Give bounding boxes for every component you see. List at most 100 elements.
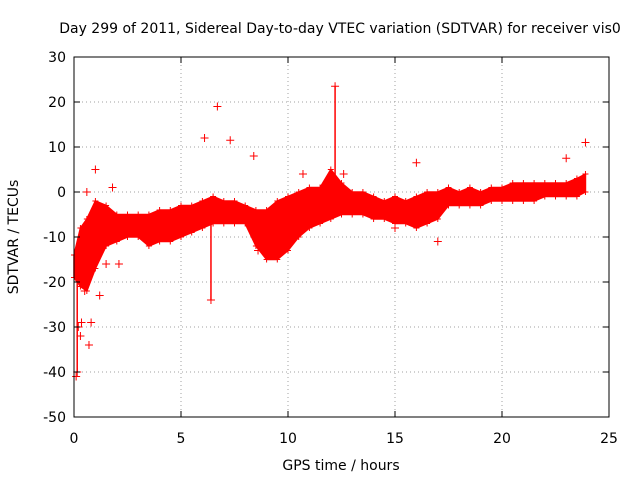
data-point: [434, 216, 441, 222]
data-point: [188, 202, 195, 209]
data-point: [210, 193, 217, 200]
data-point: [466, 184, 473, 191]
data-point: [541, 180, 548, 186]
data-point: [499, 184, 505, 191]
data-point: [199, 198, 206, 204]
data-point: [295, 234, 302, 240]
data-point: [167, 207, 174, 213]
data-point: [456, 202, 463, 209]
data-point: [573, 193, 580, 200]
data-point: [124, 234, 131, 240]
data-point: [231, 198, 238, 204]
data-point: [108, 183, 117, 192]
data-point: [77, 225, 84, 231]
chart-title: Day 299 of 2011, Sidereal Day-to-day VTE…: [59, 21, 621, 37]
y-tick-label: -20: [43, 275, 66, 291]
data-point: [402, 198, 409, 204]
data-point: [252, 207, 259, 213]
data-point: [220, 220, 227, 227]
data-point: [231, 220, 238, 227]
y-tick-label: -30: [43, 320, 66, 336]
data-point: [306, 184, 313, 191]
data-point: [178, 202, 184, 209]
data-point: [582, 171, 589, 177]
data-point: [76, 332, 85, 340]
data-point: [466, 202, 473, 209]
data-band: [73, 168, 587, 292]
data-point: [102, 260, 111, 268]
data-point: [92, 198, 99, 204]
data-point: [156, 207, 163, 213]
data-point: [114, 260, 123, 268]
data-point: [424, 189, 431, 195]
data-point: [509, 180, 516, 186]
data-point: [213, 102, 222, 111]
data-point: [581, 138, 590, 147]
data-point: [167, 238, 174, 245]
data-point: [249, 152, 258, 160]
data-point: [552, 180, 559, 186]
data-point: [263, 256, 270, 263]
data-point: [445, 202, 452, 209]
data-point: [445, 184, 452, 191]
data-point: [391, 224, 399, 232]
data-point: [91, 165, 100, 174]
data-point: [200, 134, 209, 142]
data-point: [95, 291, 104, 300]
data-point: [135, 234, 142, 240]
data-point: [349, 189, 356, 195]
data-point: [145, 211, 152, 218]
data-point: [370, 216, 377, 222]
data-point: [242, 220, 249, 227]
data-point: [103, 243, 110, 249]
y-tick-label: -50: [43, 410, 66, 426]
data-point: [541, 193, 548, 200]
data-point: [531, 180, 538, 186]
data-point: [563, 180, 570, 186]
data-point: [92, 265, 99, 272]
data-point: [424, 220, 431, 227]
data-point: [82, 188, 91, 196]
data-point: [242, 202, 249, 209]
data-point: [254, 246, 263, 255]
data-point: [412, 158, 421, 167]
data-point: [206, 296, 215, 304]
data-point: [331, 82, 340, 91]
x-tick-label: 25: [600, 431, 618, 447]
data-point: [582, 189, 589, 195]
data-point: [156, 238, 163, 245]
axis-tick-labels: 0 5 10 15 20 25 -50 -40 -30 -20 -10 0 10 20 30: [43, 50, 618, 447]
y-tick-label: 0: [57, 185, 66, 201]
data-point: [456, 189, 463, 195]
data-point: [338, 180, 345, 186]
data-point: [339, 170, 348, 178]
data-point: [124, 211, 131, 218]
data-point: [298, 170, 307, 178]
data-point: [263, 207, 270, 213]
data-point: [80, 287, 89, 295]
data-point: [103, 202, 110, 209]
data-point: [413, 225, 420, 231]
data-outlier-points: [72, 82, 590, 381]
data-point: [488, 184, 495, 191]
data-point: [381, 198, 388, 204]
x-tick-label: 15: [386, 431, 404, 447]
y-tick-label: 30: [48, 50, 66, 66]
data-point: [77, 283, 84, 290]
data-point: [477, 189, 484, 195]
data-point: [317, 184, 324, 191]
data-point: [370, 193, 377, 200]
x-axis-label: GPS time / hours: [282, 458, 399, 474]
data-point: [274, 198, 281, 204]
data-point: [72, 372, 81, 381]
data-point: [402, 220, 409, 227]
data-point: [87, 318, 96, 327]
data-point: [135, 211, 142, 218]
data-point: [434, 189, 441, 195]
x-tick-label: 0: [70, 431, 79, 447]
y-tick-label: -10: [43, 230, 66, 246]
data-point: [113, 238, 120, 245]
data-point: [295, 189, 302, 195]
data-point: [433, 237, 442, 246]
data-point: [274, 256, 281, 263]
